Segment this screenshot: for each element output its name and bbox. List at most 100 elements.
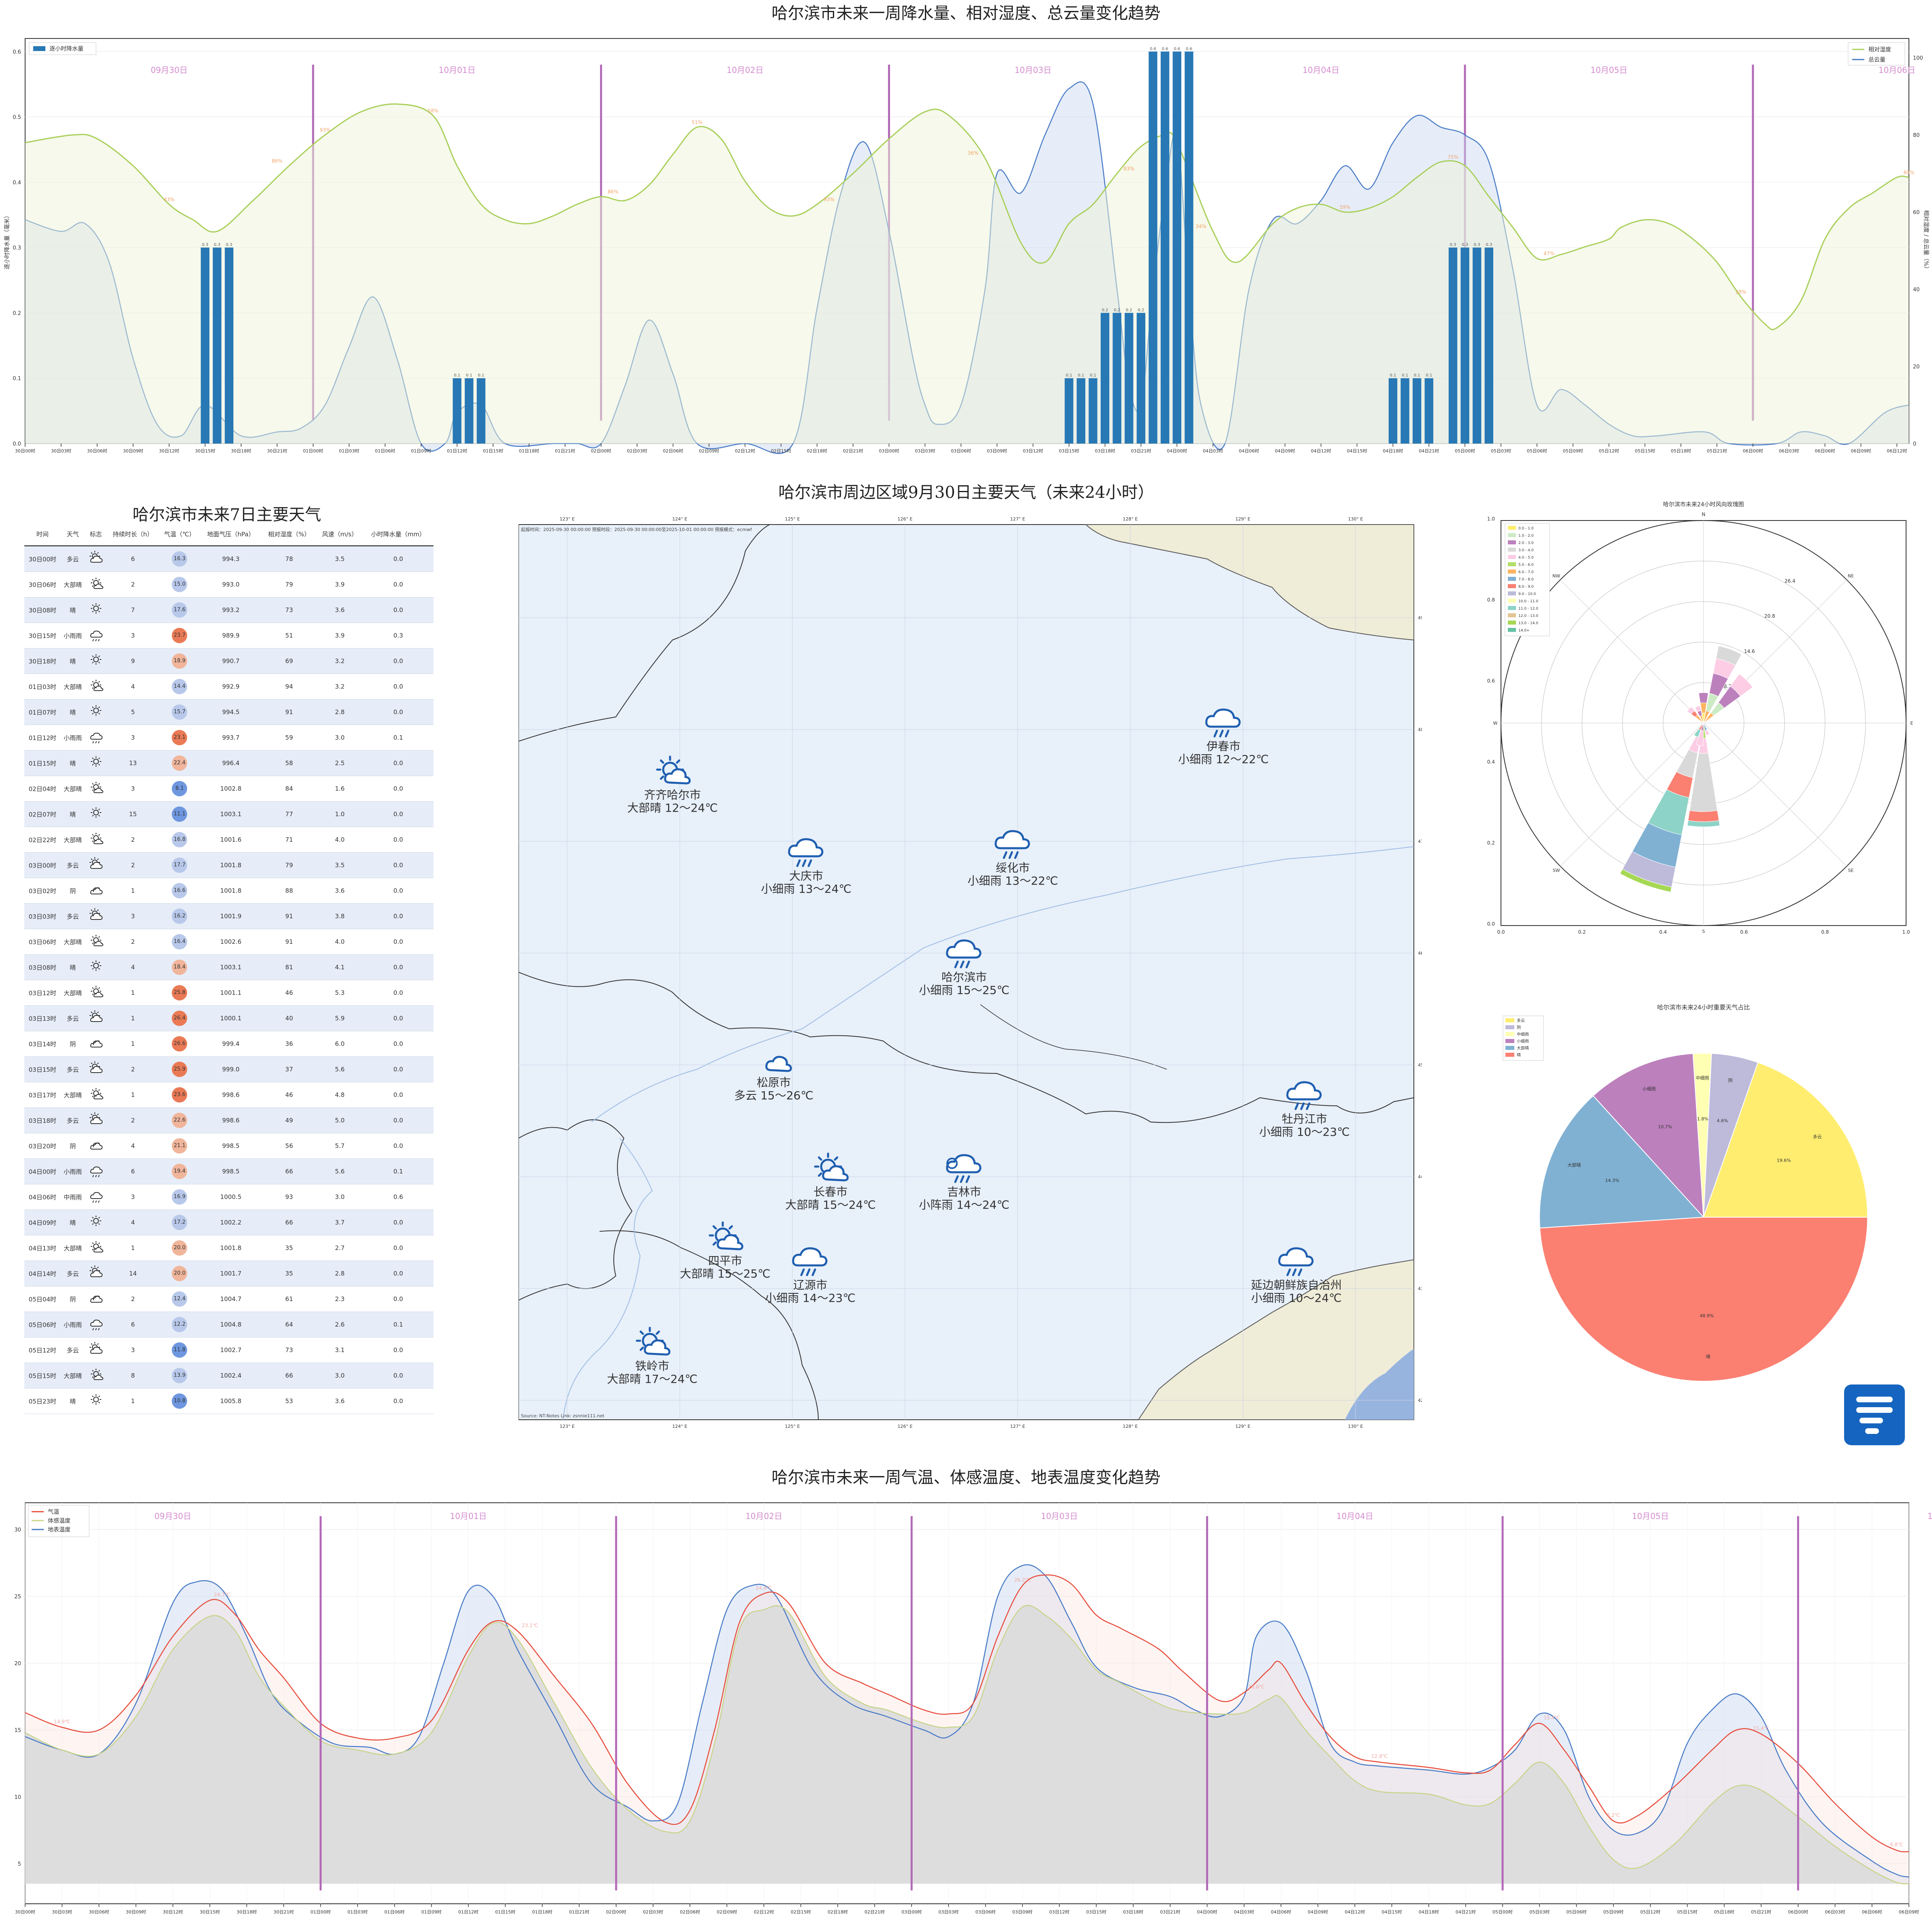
table-cell: 1002.8: [200, 776, 262, 802]
rain-drop: [1008, 851, 1013, 859]
temp-line: [25, 1574, 1909, 1852]
table-cell: 5.3: [316, 980, 363, 1006]
mostly-sunny-weather-icon: [85, 1235, 107, 1261]
table-cell: 3.8: [316, 903, 363, 929]
column-header: 天气: [60, 523, 85, 546]
temperature-badge: 12.2: [172, 1317, 188, 1332]
table-cell: 0.0: [363, 1107, 433, 1133]
y-tick: 15: [14, 1728, 21, 1734]
table-cell: 3.2: [316, 674, 363, 700]
overcast-weather-icon: [85, 878, 107, 904]
table-cell: 05日12时: [24, 1337, 61, 1363]
x-tick-label: 02日18时: [828, 1909, 848, 1915]
table-cell: 05日15时: [24, 1363, 61, 1389]
table-cell: 0.0: [363, 1005, 433, 1031]
precip-bar: [201, 247, 209, 444]
table-cell: 6: [107, 546, 160, 572]
table-row: 01日12时 小雨雨 3 23.1 993.7 59 3.0 0.1: [24, 725, 433, 751]
x-tick-label: 06日06时: [1815, 448, 1835, 454]
x-tick-label: 02日06时: [680, 1909, 700, 1915]
x-tick-label: 06日00时: [1788, 1909, 1808, 1915]
table-cell: 2: [107, 572, 160, 597]
table-cell: 1001.7: [200, 1261, 262, 1286]
table-cell: 996.4: [200, 750, 262, 776]
x-tick-label: 03日21时: [1160, 1909, 1180, 1915]
table-cell: 2.8: [316, 1261, 363, 1286]
table-cell: 2: [107, 852, 160, 878]
table-cell: 994.5: [200, 699, 262, 725]
sun-ray: [660, 775, 664, 780]
y-tick-left: 0.4: [13, 180, 21, 186]
table-cell: 993.7: [200, 725, 262, 751]
table-cell: 998.6: [200, 1082, 262, 1108]
table-cell: 53: [261, 1388, 317, 1414]
table-cell: 993.0: [200, 572, 262, 597]
day-label: 10月04日: [1302, 65, 1339, 75]
pie-slice-label: 阴: [1728, 1078, 1733, 1083]
temperature-badge: 23.1: [172, 730, 188, 745]
rain-cloud-icon: [946, 1154, 982, 1173]
pie-slice-label: 多云: [1813, 1134, 1822, 1139]
temp-data-label: 20.0℃: [1248, 1684, 1264, 1690]
lat-tick: 42° N: [1418, 1398, 1422, 1403]
table-cell: 30日06时: [24, 572, 61, 597]
feel-area: [25, 1605, 1909, 1884]
precip-bar-label: 0.1: [478, 373, 485, 378]
table-cell: 37: [261, 1056, 317, 1082]
table-cell: 6: [107, 1158, 160, 1184]
x-tick-label: 04日06时: [1239, 448, 1259, 454]
day-label: 10月01日: [450, 1511, 487, 1521]
rose-dir-label: W: [1493, 721, 1498, 726]
lon-tick: 128° E: [1123, 516, 1138, 522]
temperature-badge: 17.2: [172, 1215, 188, 1230]
x-tick-label: 04日00时: [1197, 1909, 1217, 1915]
x-tick-label: 02日06时: [663, 448, 683, 454]
sun-ray: [655, 1330, 660, 1335]
temperature-badge: 25.8: [172, 985, 188, 1000]
y-tick-right: 40: [1913, 287, 1920, 293]
table-cell: 0.0: [363, 929, 433, 955]
y-tick: 20: [14, 1661, 21, 1667]
rain-drop: [1292, 1268, 1297, 1276]
sunny-weather-icon: [85, 954, 107, 980]
province-boundary: [519, 1119, 633, 1301]
humidity-data-label: 75%: [1447, 154, 1458, 160]
table-cell: 03日15时: [24, 1056, 61, 1082]
table-cell: 03日18时: [24, 1107, 61, 1133]
x-tick-label: 04日12时: [1345, 1909, 1365, 1915]
table-cell: 1.0: [316, 801, 363, 827]
table-cell: 69: [261, 648, 317, 674]
temp-data-label: 26.2℃: [1014, 1577, 1031, 1583]
precip-bar-label: 0.1: [466, 373, 472, 378]
legend-label: 地表温度: [48, 1527, 70, 1533]
rose-dir-label: N: [1702, 512, 1706, 517]
lat-tick: 49° N: [1418, 615, 1422, 621]
lat-tick: 45° N: [1418, 1062, 1422, 1068]
table-cell: 03日12时: [24, 980, 61, 1006]
table-row: 03日20时阴 4 21.1 998.5 56 5.7 0.0: [24, 1133, 433, 1159]
table-cell: 6.0: [316, 1031, 363, 1057]
rose-y-tick: 0.4: [1487, 759, 1495, 765]
pie-legend-label: 晴: [1517, 1052, 1521, 1058]
rose-legend-label: 13.0 - 14.0: [1518, 621, 1538, 625]
legend-label: 体感温度: [48, 1517, 70, 1524]
temperature-badge: 15.7: [172, 704, 188, 720]
table-cell: 1004.8: [200, 1312, 262, 1338]
table-cell: 04日09时: [24, 1210, 61, 1235]
precip-bar-label: 0.6: [1186, 47, 1192, 51]
table-cell: 6: [107, 1312, 160, 1338]
humidity-data-label: 93%: [824, 197, 835, 203]
x-tick-label: 03日18时: [1095, 448, 1115, 454]
temp-data-label: 6.8℃: [1890, 1842, 1903, 1847]
table-cell: 3.9: [316, 623, 363, 648]
temperature-chart: 5 10 15 20 25 30 14.9℃ 24.7℃ 23.1℃ 24.4℃ 26.2℃ 20.0…: [14, 1502, 1932, 1915]
precip-bar-label: 0.1: [1390, 373, 1396, 378]
temperature-cell: 16.8: [159, 827, 200, 853]
table-cell: 1001.8: [200, 1235, 262, 1261]
table-cell: 0.0: [363, 1235, 433, 1261]
rain-weather-icon: [85, 1158, 107, 1184]
table-cell: 4.0: [316, 929, 363, 955]
table-cell: 77: [261, 801, 317, 827]
